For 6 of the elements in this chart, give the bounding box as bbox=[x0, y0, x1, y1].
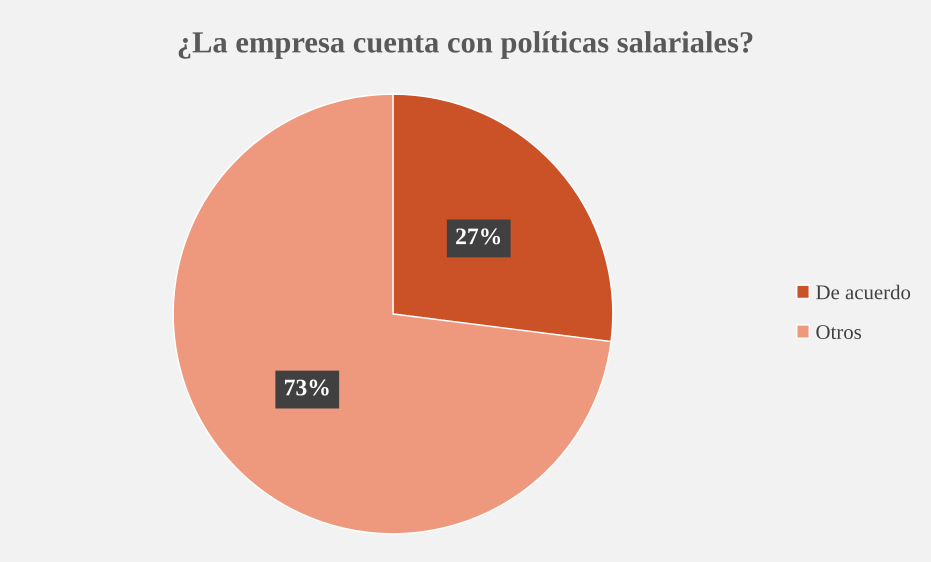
data-label: 73% bbox=[285, 380, 329, 396]
data-label: 27% bbox=[456, 228, 500, 244]
chart-title: ¿La empresa cuenta con políticas salariales? bbox=[178, 31, 752, 59]
legend-label: De acuerdo bbox=[816, 284, 910, 300]
legend-label: Otros bbox=[816, 325, 862, 340]
pie-slice bbox=[172, 94, 612, 534]
